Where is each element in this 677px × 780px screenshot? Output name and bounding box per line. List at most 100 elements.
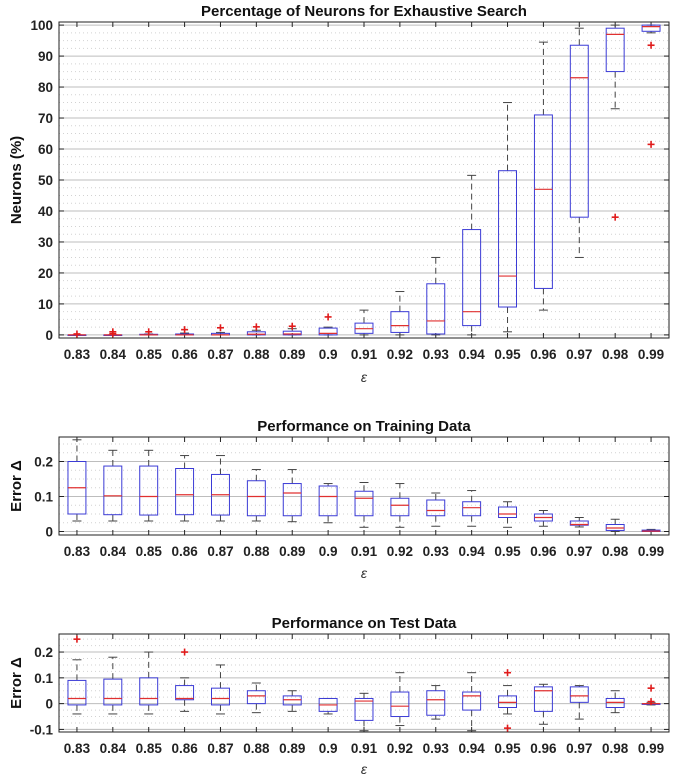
iqr-box <box>462 501 482 517</box>
y-tick-label: 90 <box>38 49 53 64</box>
x-tick-label: 0.87 <box>207 544 233 559</box>
iqr-box <box>67 679 87 706</box>
x-tick-label: 0.97 <box>566 347 592 362</box>
y-tick-label: 60 <box>38 142 53 157</box>
iqr-box <box>498 695 518 708</box>
x-tick-label: 0.94 <box>459 741 486 756</box>
x-tick-label: 0.84 <box>100 741 127 756</box>
box-0.83 <box>67 439 87 522</box>
x-tick-label: 0.91 <box>351 544 378 559</box>
iqr-box <box>390 691 410 718</box>
x-axis-label-training: ε <box>361 565 368 581</box>
y-tick-label: 80 <box>38 80 53 95</box>
outlier-marker <box>647 684 655 692</box>
x-tick-label: 0.88 <box>243 544 270 559</box>
x-tick-label: 0.89 <box>279 347 305 362</box>
x-tick-label: 0.87 <box>207 741 233 756</box>
box-0.84 <box>103 656 123 715</box>
x-axis-label-test: ε <box>361 761 368 777</box>
iqr-box <box>641 24 661 32</box>
y-tick-label: 100 <box>30 18 53 33</box>
outlier-marker <box>73 330 81 338</box>
box-0.97 <box>569 685 589 720</box>
plot-frame-test <box>58 633 670 733</box>
iqr-box <box>318 327 338 336</box>
iqr-box <box>211 687 230 706</box>
outlier-marker <box>611 213 619 221</box>
iqr-box <box>498 170 518 308</box>
iqr-box <box>139 677 159 706</box>
box-0.85 <box>139 449 159 522</box>
y-tick-label: 30 <box>38 235 53 250</box>
outlier-marker <box>647 698 655 706</box>
x-tick-label: 0.98 <box>602 544 629 559</box>
y-axis-label-neurons: Neurons (%) <box>8 136 25 224</box>
x-tick-label: 0.93 <box>423 741 450 756</box>
box-0.97 <box>569 27 589 258</box>
box-0.89 <box>282 690 302 712</box>
outlier-marker <box>109 328 117 336</box>
box-0.88 <box>246 323 266 336</box>
x-tick-label: 0.83 <box>64 741 91 756</box>
y-tick-label: 0.1 <box>34 490 53 505</box>
box-0.87 <box>211 664 230 715</box>
iqr-box <box>354 490 374 517</box>
iqr-box <box>103 678 123 706</box>
x-tick-label: 0.87 <box>207 347 233 362</box>
box-0.94 <box>462 490 482 527</box>
outlier-marker <box>504 724 512 732</box>
x-axis-label-neurons: ε <box>361 369 368 385</box>
box-0.87 <box>211 324 230 336</box>
x-tick-label: 0.91 <box>351 347 378 362</box>
iqr-box <box>462 691 482 711</box>
x-tick-label: 0.96 <box>530 741 557 756</box>
chart-test: -0.1 0 0.1 0.2 0.83 0.84 0.85 0.86 0.87 0.88 0.89 0… <box>8 615 670 777</box>
iqr-box <box>569 520 589 526</box>
box-0.95 <box>498 102 518 333</box>
y-tick-label: 50 <box>38 173 53 188</box>
iqr-box <box>426 283 446 335</box>
box-0.86 <box>175 648 195 712</box>
x-tick-label: 0.97 <box>566 741 592 756</box>
outlier-marker <box>145 328 153 336</box>
x-tick-label: 0.93 <box>423 544 450 559</box>
x-tick-label: 0.97 <box>566 544 592 559</box>
box-0.92 <box>390 291 410 336</box>
x-tick-label: 0.91 <box>351 741 378 756</box>
y-tick-label: 70 <box>38 111 53 126</box>
y-tick-label: -0.1 <box>30 722 54 737</box>
iqr-box <box>426 499 446 517</box>
iqr-box <box>569 686 589 703</box>
box-0.84 <box>103 328 123 338</box>
box-0.97 <box>569 517 589 528</box>
x-tick-label: 0.84 <box>100 544 127 559</box>
x-tick-label: 0.83 <box>64 347 91 362</box>
x-tick-label: 0.95 <box>494 741 521 756</box>
x-tick-label: 0.99 <box>638 544 664 559</box>
x-tick-label: 0.86 <box>171 347 198 362</box>
box-0.92 <box>390 483 410 528</box>
box-0.89 <box>282 322 302 336</box>
iqr-box <box>282 330 302 336</box>
iqr-box <box>498 506 518 518</box>
outlier-marker <box>181 648 189 656</box>
x-tick-label: 0.85 <box>136 347 163 362</box>
box-0.96 <box>533 510 553 527</box>
x-tick-label: 0.88 <box>243 741 270 756</box>
iqr-box <box>533 686 553 712</box>
box-0.83 <box>67 330 87 338</box>
y-tick-label: 0.2 <box>34 645 53 660</box>
box-0.89 <box>282 469 302 523</box>
y-axis-label-test: Error Δ <box>8 657 25 709</box>
iqr-box <box>175 685 195 701</box>
iqr-box <box>605 27 625 73</box>
iqr-box <box>246 331 266 336</box>
box-0.85 <box>139 328 159 336</box>
outlier-marker <box>647 41 655 49</box>
x-tick-label: 0.83 <box>64 544 91 559</box>
iqr-box <box>282 695 302 706</box>
box-0.93 <box>426 256 446 336</box>
x-tick-label: 0.86 <box>171 544 198 559</box>
grid-test <box>59 638 669 730</box>
x-tick-label: 0.94 <box>459 347 486 362</box>
